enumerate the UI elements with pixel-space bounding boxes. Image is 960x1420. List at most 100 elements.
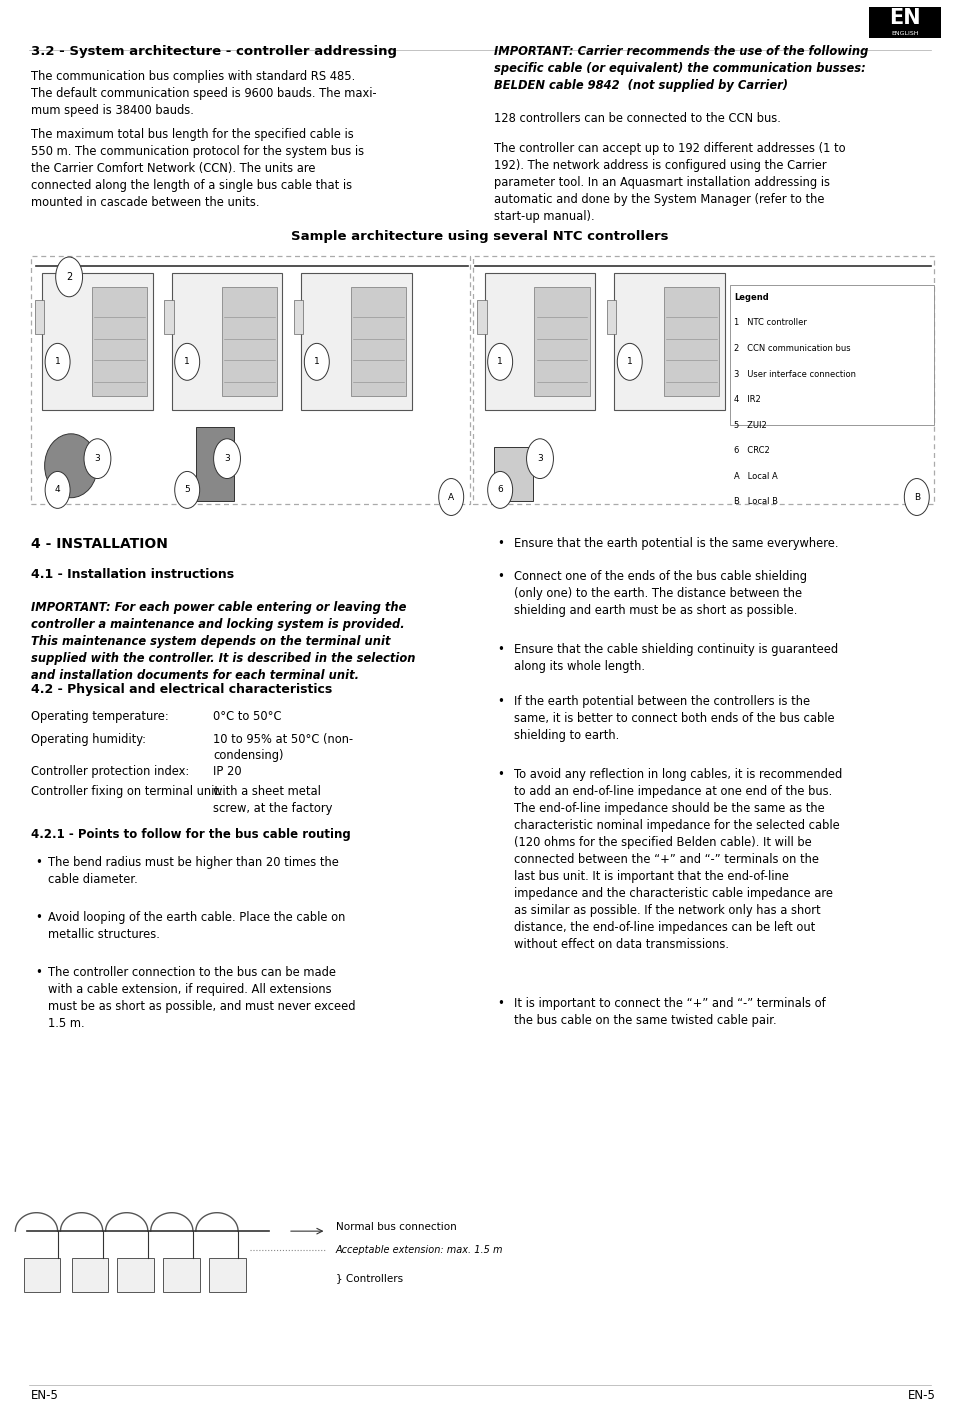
Bar <box>222 287 276 396</box>
Text: Sample architecture using several NTC controllers: Sample architecture using several NTC co… <box>291 230 669 243</box>
Text: 1: 1 <box>497 358 503 366</box>
Text: 1: 1 <box>55 358 60 366</box>
Text: •: • <box>497 696 504 709</box>
Circle shape <box>488 471 513 508</box>
Text: 10 to 95% at 50°C (non-
condensing): 10 to 95% at 50°C (non- condensing) <box>213 733 353 763</box>
Text: •: • <box>497 643 504 656</box>
Text: IMPORTANT: For each power cable entering or leaving the
controller a maintenance: IMPORTANT: For each power cable entering… <box>31 601 416 682</box>
Text: Operating temperature:: Operating temperature: <box>31 710 168 723</box>
Text: 128 controllers can be connected to the CCN bus.: 128 controllers can be connected to the … <box>494 112 781 125</box>
Text: Controller protection index:: Controller protection index: <box>31 765 189 778</box>
Text: Operating humidity:: Operating humidity: <box>31 733 146 746</box>
Text: 5   ZUI2: 5 ZUI2 <box>734 420 767 430</box>
Bar <box>92 287 147 396</box>
Circle shape <box>84 439 111 479</box>
Text: ENGLISH: ENGLISH <box>891 31 919 37</box>
Bar <box>869 7 941 38</box>
Text: The communication bus complies with standard RS 485.
The default communication s: The communication bus complies with stan… <box>31 70 376 116</box>
Text: The bend radius must be higher than 20 times the
cable diameter.: The bend radius must be higher than 20 t… <box>48 856 339 886</box>
Text: The maximum total bus length for the specified cable is
550 m. The communication: The maximum total bus length for the spe… <box>31 128 364 209</box>
Text: 3: 3 <box>95 454 100 463</box>
Text: EN-5: EN-5 <box>31 1389 59 1402</box>
Bar <box>477 300 487 335</box>
Bar <box>196 427 234 501</box>
Text: Controller fixing on terminal unit:: Controller fixing on terminal unit: <box>31 785 223 798</box>
Circle shape <box>526 439 553 479</box>
Text: 1: 1 <box>184 358 190 366</box>
Text: Connect one of the ends of the bus cable shielding
(only one) to the earth. The : Connect one of the ends of the bus cable… <box>514 569 806 618</box>
Text: 3   User interface connection: 3 User interface connection <box>734 369 856 379</box>
Text: •: • <box>36 856 42 869</box>
Bar <box>607 300 616 335</box>
Ellipse shape <box>44 433 98 498</box>
Text: •: • <box>497 768 504 781</box>
Text: Ensure that the earth potential is the same everywhere.: Ensure that the earth potential is the s… <box>514 537 838 550</box>
Text: 2: 2 <box>66 271 72 283</box>
Text: 4   IR2: 4 IR2 <box>734 395 761 405</box>
Text: IP 20: IP 20 <box>213 765 242 778</box>
Text: •: • <box>497 997 504 1010</box>
Text: •: • <box>497 537 504 550</box>
Text: To avoid any reflection in long cables, it is recommended
to add an end-of-line : To avoid any reflection in long cables, … <box>514 768 842 951</box>
Text: 0°C to 50°C: 0°C to 50°C <box>213 710 281 723</box>
Text: B   Local B: B Local B <box>734 497 779 507</box>
Text: 4.2 - Physical and electrical characteristics: 4.2 - Physical and electrical characteri… <box>31 683 332 696</box>
Text: 2   CCN communication bus: 2 CCN communication bus <box>734 344 851 354</box>
Text: 3.2 - System architecture - controller addressing: 3.2 - System architecture - controller a… <box>31 44 396 58</box>
Bar <box>535 287 589 396</box>
Bar <box>730 285 934 425</box>
Text: •: • <box>497 569 504 584</box>
Bar <box>172 273 282 409</box>
Text: 6   CRC2: 6 CRC2 <box>734 446 770 456</box>
Bar <box>24 1258 60 1292</box>
Text: 6: 6 <box>497 486 503 494</box>
Text: Normal bus connection: Normal bus connection <box>336 1221 457 1233</box>
Text: 3: 3 <box>538 454 542 463</box>
Circle shape <box>45 344 70 381</box>
Bar <box>209 1258 246 1292</box>
Circle shape <box>56 257 83 297</box>
Text: Avoid looping of the earth cable. Place the cable on
metallic structures.: Avoid looping of the earth cable. Place … <box>48 912 346 941</box>
Circle shape <box>213 439 240 479</box>
Text: Acceptable extension: max. 1.5 m: Acceptable extension: max. 1.5 m <box>336 1244 503 1255</box>
Text: 4.1 - Installation instructions: 4.1 - Installation instructions <box>31 568 234 581</box>
Bar <box>164 300 174 335</box>
Text: EN-5: EN-5 <box>908 1389 936 1402</box>
Text: A: A <box>448 493 454 501</box>
Text: If the earth potential between the controllers is the
same, it is better to conn: If the earth potential between the contr… <box>514 696 834 743</box>
Text: The controller can accept up to 192 different addresses (1 to
192). The network : The controller can accept up to 192 diff… <box>494 142 846 223</box>
Circle shape <box>175 344 200 381</box>
Circle shape <box>45 471 70 508</box>
Circle shape <box>304 344 329 381</box>
Text: •: • <box>36 912 42 924</box>
Bar <box>664 287 719 396</box>
Text: } Controllers: } Controllers <box>336 1272 403 1284</box>
Circle shape <box>904 479 929 515</box>
Circle shape <box>175 471 200 508</box>
Text: 1: 1 <box>627 358 633 366</box>
Text: The controller connection to the bus can be made
with a cable extension, if requ: The controller connection to the bus can… <box>48 966 355 1030</box>
Text: 4: 4 <box>55 486 60 494</box>
Text: 3: 3 <box>225 454 229 463</box>
Text: Ensure that the cable shielding continuity is guaranteed
along its whole length.: Ensure that the cable shielding continui… <box>514 643 838 673</box>
Bar <box>494 447 533 501</box>
Text: •: • <box>36 966 42 978</box>
Text: 1   NTC controller: 1 NTC controller <box>734 318 807 328</box>
Circle shape <box>617 344 642 381</box>
Text: IMPORTANT: Carrier recommends the use of the following
specific cable (or equiva: IMPORTANT: Carrier recommends the use of… <box>494 44 869 92</box>
Bar <box>163 1258 200 1292</box>
Bar <box>351 287 406 396</box>
Bar <box>614 273 725 409</box>
Circle shape <box>439 479 464 515</box>
Text: 4.2.1 - Points to follow for the bus cable routing: 4.2.1 - Points to follow for the bus cab… <box>31 828 350 841</box>
Text: A   Local A: A Local A <box>734 471 779 481</box>
Bar <box>294 300 303 335</box>
Bar <box>485 273 595 409</box>
Bar <box>31 256 470 504</box>
Bar <box>72 1258 108 1292</box>
Bar <box>117 1258 154 1292</box>
Text: Legend: Legend <box>734 293 769 302</box>
Text: It is important to connect the “+” and “-” terminals of
the bus cable on the sam: It is important to connect the “+” and “… <box>514 997 826 1027</box>
Bar <box>301 273 412 409</box>
Text: 1: 1 <box>314 358 320 366</box>
